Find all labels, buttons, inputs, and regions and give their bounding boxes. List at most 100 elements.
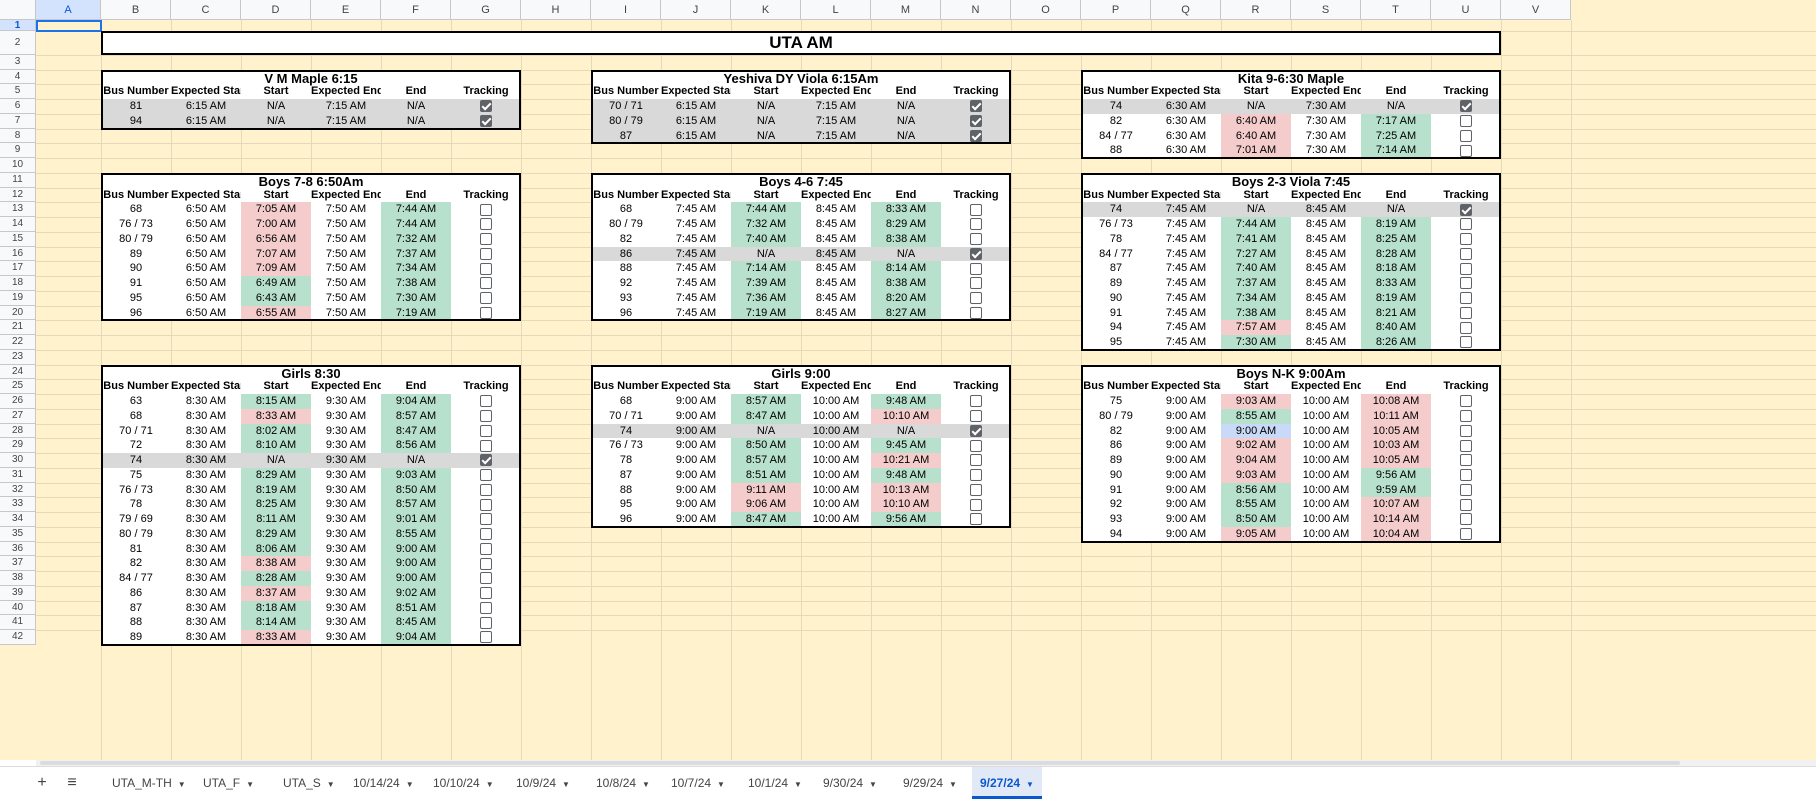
cell-end[interactable]: 8:33 AM: [871, 202, 941, 217]
cell-start[interactable]: 7:40 AM: [1221, 261, 1291, 276]
checkbox-checked[interactable]: [480, 115, 492, 128]
row-header-26[interactable]: 26: [0, 394, 36, 409]
cell-bus[interactable]: 95: [1109, 336, 1123, 348]
cell-exp-end[interactable]: 8:45 AM: [815, 306, 857, 319]
cell-exp-end[interactable]: 10:00 AM: [1302, 468, 1350, 481]
cell-exp-start[interactable]: 8:30 AM: [185, 586, 227, 599]
cell-start[interactable]: 7:07 AM: [241, 246, 311, 262]
cell-bus[interactable]: 82: [1109, 424, 1123, 437]
cell-start[interactable]: 8:55 AM: [1221, 497, 1291, 512]
column-header-l[interactable]: L: [801, 0, 871, 20]
cell-exp-start[interactable]: 6:30 AM: [1165, 129, 1207, 142]
checkbox-unchecked[interactable]: [480, 233, 492, 246]
cell-end[interactable]: 8:19 AM: [1361, 217, 1431, 232]
checkbox-checked[interactable]: [970, 100, 982, 113]
cell-bus[interactable]: 80 / 79: [119, 527, 153, 540]
cell-bus[interactable]: 91: [1109, 306, 1123, 319]
cell-start[interactable]: 8:06 AM: [241, 541, 311, 557]
checkbox-unchecked[interactable]: [1460, 292, 1472, 305]
checkbox-unchecked[interactable]: [480, 557, 492, 570]
cell-start[interactable]: 8:57 AM: [731, 394, 801, 409]
cell-end[interactable]: 7:44 AM: [381, 217, 451, 232]
checkbox-unchecked[interactable]: [970, 410, 982, 423]
cell-bus[interactable]: 74: [129, 454, 143, 466]
cell-exp-end[interactable]: 8:45 AM: [815, 291, 857, 304]
cell-exp-end[interactable]: 10:00 AM: [1302, 395, 1350, 407]
checkbox-unchecked[interactable]: [1460, 115, 1472, 128]
cell-end[interactable]: 8:38 AM: [871, 276, 941, 291]
cell-bus[interactable]: 89: [1109, 277, 1123, 289]
checkbox-unchecked[interactable]: [1460, 218, 1472, 231]
column-header-b[interactable]: B: [101, 0, 171, 20]
cell-start[interactable]: 6:40 AM: [1221, 128, 1291, 144]
checkbox-unchecked[interactable]: [480, 572, 492, 585]
cell-bus[interactable]: 79 / 69: [119, 513, 153, 525]
column-header-i[interactable]: I: [591, 0, 661, 20]
row-header-25[interactable]: 25: [0, 379, 36, 394]
checkbox-checked[interactable]: [1460, 203, 1472, 216]
cell-bus[interactable]: 92: [619, 277, 633, 289]
cell-exp-start[interactable]: 7:45 AM: [675, 306, 717, 319]
cell-end[interactable]: 10:03 AM: [1361, 438, 1431, 453]
row-header-34[interactable]: 34: [0, 512, 36, 527]
table-row[interactable]: [103, 99, 519, 114]
cell-start[interactable]: 8:47 AM: [731, 512, 801, 526]
cell-exp-start[interactable]: 9:00 AM: [675, 454, 717, 466]
cell-exp-start[interactable]: 8:30 AM: [185, 513, 227, 525]
cell-exp-end[interactable]: 8:45 AM: [1305, 218, 1347, 230]
checkbox-unchecked[interactable]: [480, 528, 492, 541]
cell-start[interactable]: N/A: [1246, 203, 1266, 216]
row-header-31[interactable]: 31: [0, 467, 36, 483]
cell-exp-end[interactable]: 9:30 AM: [325, 631, 367, 643]
cell-start[interactable]: 9:03 AM: [1221, 394, 1291, 409]
plus-icon[interactable]: +: [37, 774, 47, 791]
table-row[interactable]: [593, 128, 1009, 143]
cell-exp-start[interactable]: 8:30 AM: [185, 409, 227, 422]
checkbox-unchecked[interactable]: [970, 469, 982, 482]
cell-exp-start[interactable]: 8:30 AM: [185, 483, 227, 496]
dropdown-arrow-icon[interactable]: ▼: [177, 780, 186, 789]
sheet-tab-10-8-24[interactable]: 10/8/24 ▼: [588, 767, 658, 799]
cell-end[interactable]: 9:56 AM: [871, 512, 941, 526]
cell-start[interactable]: 6:43 AM: [241, 290, 311, 306]
cell-exp-start[interactable]: 7:45 AM: [675, 291, 717, 304]
cell-start[interactable]: 8:50 AM: [1221, 512, 1291, 527]
cell-end[interactable]: 8:57 AM: [381, 497, 451, 512]
checkbox-unchecked[interactable]: [480, 410, 492, 423]
cell-start[interactable]: 6:55 AM: [241, 305, 311, 320]
table-row[interactable]: [593, 113, 1009, 129]
cell-bus[interactable]: 91: [129, 277, 143, 289]
row-header-42[interactable]: 42: [0, 630, 36, 645]
cell-bus[interactable]: 82: [129, 557, 143, 570]
cell-exp-end[interactable]: 8:45 AM: [1305, 262, 1347, 275]
cell-end[interactable]: 9:03 AM: [381, 467, 451, 483]
cell-exp-end[interactable]: 10:00 AM: [1302, 498, 1350, 511]
sheet-tab-9-27-24[interactable]: 9/27/24 ▼: [972, 767, 1042, 799]
checkbox-unchecked[interactable]: [1460, 424, 1472, 437]
row-header-19[interactable]: 19: [0, 290, 36, 306]
cell-end[interactable]: 8:21 AM: [1361, 305, 1431, 321]
sheet-tab-uta-s[interactable]: UTA_S ▼: [275, 767, 343, 799]
cell-start[interactable]: 8:50 AM: [731, 438, 801, 453]
cell-exp-end[interactable]: 8:45 AM: [815, 262, 857, 275]
row-header-15[interactable]: 15: [0, 231, 36, 247]
cell-bus[interactable]: 78: [129, 498, 143, 511]
cell-exp-start[interactable]: 8:30 AM: [185, 395, 227, 407]
cell-end[interactable]: 10:14 AM: [1361, 512, 1431, 527]
cell-end[interactable]: 8:38 AM: [871, 231, 941, 247]
row-header-36[interactable]: 36: [0, 541, 36, 557]
cell-bus[interactable]: 89: [129, 631, 143, 643]
cell-exp-end[interactable]: 9:30 AM: [325, 572, 367, 584]
dropdown-arrow-icon[interactable]: ▼: [717, 780, 725, 789]
checkbox-unchecked[interactable]: [480, 498, 492, 511]
sheet-title[interactable]: UTA AM: [101, 31, 1501, 55]
cell-bus[interactable]: 80 / 79: [119, 232, 153, 245]
cell-exp-end[interactable]: 9:30 AM: [325, 483, 367, 496]
cell-exp-end[interactable]: 10:00 AM: [1302, 483, 1350, 496]
dropdown-arrow-icon[interactable]: ▼: [794, 780, 802, 789]
checkbox-unchecked[interactable]: [970, 233, 982, 246]
sheet-tab-9-29-24[interactable]: 9/29/24 ▼: [895, 767, 965, 799]
cell-exp-end[interactable]: 8:45 AM: [1305, 336, 1347, 348]
cell-end[interactable]: 9:00 AM: [381, 556, 451, 571]
